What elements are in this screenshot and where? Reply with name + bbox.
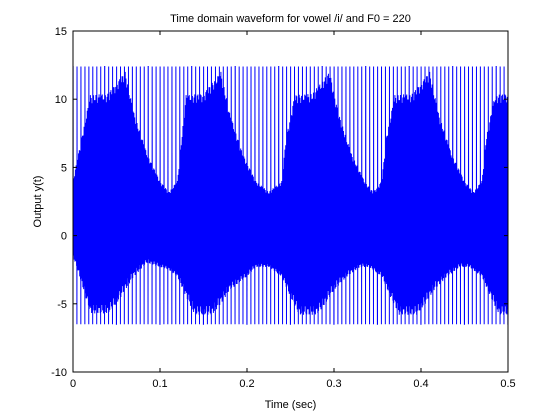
y-tick-label: 15 xyxy=(55,26,67,38)
chart-title: Time domain waveform for vowel /i/ and F… xyxy=(170,13,411,25)
series-layer xyxy=(72,65,509,325)
waveform-line xyxy=(72,65,509,325)
x-axis-title: Time (sec) xyxy=(265,399,317,411)
x-tick-label: 0 xyxy=(70,378,76,390)
y-tick-label: -5 xyxy=(57,299,67,311)
x-tick-label: 0.1 xyxy=(152,378,167,390)
y-tick-label: 10 xyxy=(55,94,67,106)
x-tick-label: 0.3 xyxy=(326,378,341,390)
x-tick-label: 0.5 xyxy=(500,378,515,390)
axes-box xyxy=(72,30,509,373)
y-tick-label: 0 xyxy=(61,231,67,243)
y-axis-title: Output y(t) xyxy=(32,176,44,228)
ticks-layer: 0 0.1 0.2 0.3 0.4 0.5 -10 -5 0 5 10 15 xyxy=(51,26,516,390)
x-tick-label: 0.4 xyxy=(413,378,428,390)
y-tick-label: -10 xyxy=(51,367,67,379)
x-tick-label: 0.2 xyxy=(239,378,254,390)
y-tick-label: 5 xyxy=(61,162,67,174)
